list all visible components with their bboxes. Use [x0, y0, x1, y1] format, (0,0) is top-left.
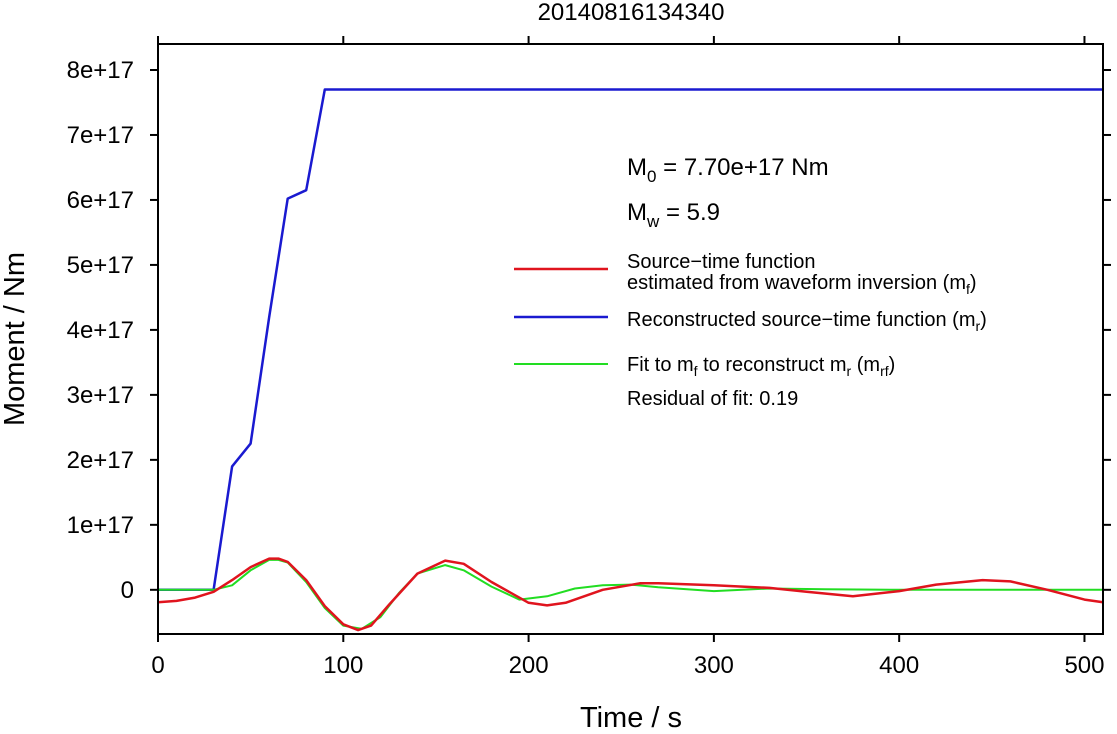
legend: Source−time function estimated from wave…	[514, 251, 987, 410]
x-tick-label: 500	[1064, 652, 1104, 679]
legend-label-mrf: Fit to mf to reconstruct mr (mrf)	[627, 354, 895, 379]
x-tick-label: 0	[151, 652, 164, 679]
x-axis-label: Time / s	[580, 702, 682, 734]
series-mf-line	[157, 557, 1104, 632]
x-tick-label: 400	[879, 652, 919, 679]
y-tick-label: 8e+17	[67, 57, 134, 84]
y-tick-label: 5e+17	[67, 252, 134, 279]
x-tick-label: 200	[509, 652, 549, 679]
x-tick-label: 300	[694, 652, 734, 679]
x-axis: 0 100 200 300 400 500	[151, 36, 1104, 679]
series-layer	[157, 88, 1104, 632]
moment-magnitude-annotation: Mw = 5.9	[627, 199, 720, 231]
series-mrf-line	[158, 558, 1103, 630]
series-mr-line	[158, 88, 1103, 592]
x-tick-label: 100	[323, 652, 363, 679]
residual-annotation: Residual of fit: 0.19	[627, 388, 798, 410]
legend-label-mr: Reconstructed source−time function (mr)	[627, 309, 987, 334]
plot-frame	[157, 43, 1104, 635]
y-axis-label: Moment / Nm	[0, 252, 31, 426]
chart-title: 20140816134340	[538, 0, 725, 26]
legend-label-mf-line2: estimated from waveform inversion (mf)	[627, 272, 977, 297]
y-tick-label: 4e+17	[67, 317, 134, 344]
seismic-moment-annotation: M0 = 7.70e+17 Nm	[627, 154, 829, 186]
plot-area	[157, 43, 1104, 635]
y-axis: 0 1e+17 2e+17 3e+17 4e+17 5e+17 6e+17 7e+17 8e+1…	[67, 57, 1111, 604]
legend-label-mf-line1: Source−time function	[627, 251, 815, 273]
y-tick-label: 6e+17	[67, 187, 134, 214]
y-tick-label: 7e+17	[67, 122, 134, 149]
y-tick-label: 1e+17	[67, 512, 134, 539]
annotations: M0 = 7.70e+17 Nm Mw = 5.9	[627, 154, 829, 231]
y-tick-label: 2e+17	[67, 447, 134, 474]
y-tick-label: 0	[121, 577, 134, 604]
y-tick-label: 3e+17	[67, 382, 134, 409]
